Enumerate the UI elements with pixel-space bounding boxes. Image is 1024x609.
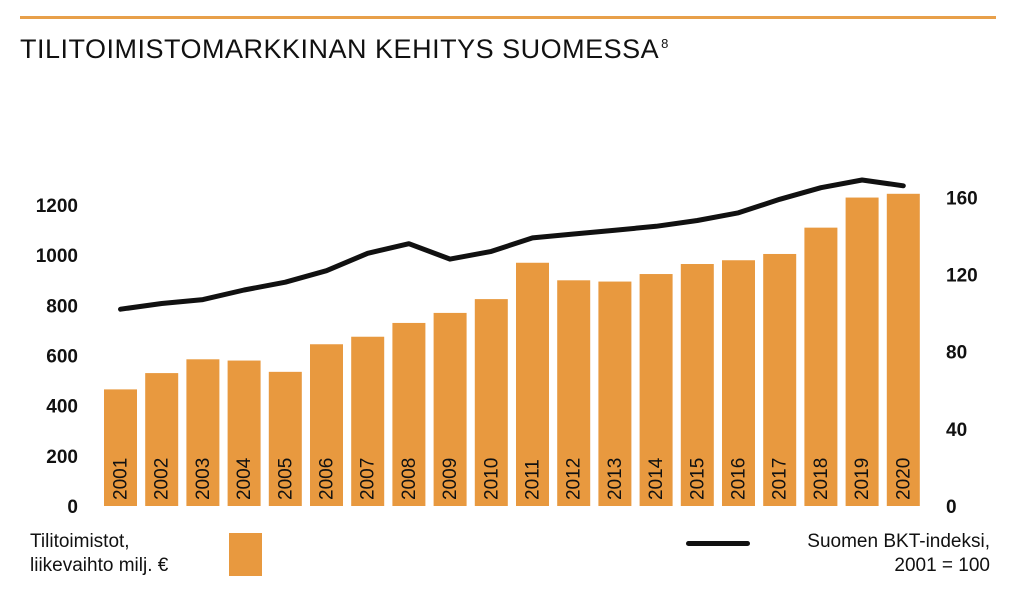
bar-year-label: 2020 [893,458,914,500]
bar-year-label: 2010 [481,458,502,500]
bar-year-label: 2009 [440,458,461,500]
bar [680,264,714,506]
left-tick-label: 1200 [36,196,78,217]
bar-year-label: 2001 [111,458,132,500]
gdp-index-line [118,177,906,312]
bar-year-label: 2002 [152,458,173,500]
bar-series: 2001 2002 2003 2004 2005 2006 2007 2008 2009 2010… [104,193,920,507]
bar-year-label: 2014 [646,457,667,500]
title-footnote: 8 [661,36,669,51]
legend-line-label-line2: 2001 = 100 [894,555,990,576]
bar [186,359,220,506]
bar [227,360,261,506]
bar [104,389,137,506]
bar-year-label: 2017 [770,458,791,500]
bar-year-label: 2013 [605,458,626,500]
bar-year-label: 2004 [234,457,255,500]
right-tick-label: 80 [946,343,967,364]
bar [310,344,343,506]
bar [145,373,179,506]
bar-year-label: 2018 [811,458,832,500]
title-text: TILITOIMISTOMARKKINAN KEHITYS SUOMESSA [20,34,660,64]
bar [557,280,591,506]
right-axis-ticks: 0 40 80 120 160 [946,188,978,518]
bar-year-label: 2011 [523,459,544,500]
legend-line-label: Suomen BKT-indeksi, 2001 = 100 [807,530,990,578]
bar-year-label: 2015 [687,458,708,500]
page-title: TILITOIMISTOMARKKINAN KEHITYS SUOMESSA 8 [20,34,669,65]
legend-bars-label-line1: Tilitoimistot, [30,531,130,552]
left-tick-label: 600 [46,347,78,368]
left-axis-ticks: 0 200 400 600 800 1000 1200 [36,196,78,518]
bar-year-label: 2012 [564,458,585,500]
left-tick-label: 1000 [36,246,78,267]
bar [433,312,467,506]
legend-bars-label-line2: liikevaihto milj. € [30,555,169,576]
bar-year-label: 2005 [275,458,296,500]
bar [763,253,797,506]
left-tick-label: 200 [46,447,78,468]
bar-year-label: 2008 [399,458,420,500]
bar-year-label: 2006 [317,458,338,500]
bar-year-label: 2007 [358,458,379,500]
right-tick-label: 120 [946,266,978,287]
line-series [118,177,906,312]
legend-line-swatch [686,541,750,546]
right-tick-label: 0 [946,497,957,518]
legend-line-label-line1: Suomen BKT-indeksi, [807,531,990,552]
bar [845,197,879,507]
legend-bars-swatch [229,533,262,576]
legend-bars-label: Tilitoimistot, liikevaihto milj. € [30,530,168,578]
bar [351,336,385,506]
bar [474,299,508,506]
bar [639,274,673,506]
bar [886,193,920,507]
bar [392,322,426,506]
bar [598,281,632,506]
top-rule [20,16,996,19]
left-tick-label: 400 [46,397,78,418]
right-tick-label: 40 [946,420,967,441]
bar [722,260,755,506]
right-tick-label: 160 [946,188,978,209]
bar-year-label: 2019 [852,458,873,500]
bar-year-label: 2016 [729,458,750,500]
left-tick-label: 800 [46,296,78,317]
left-tick-label: 0 [67,497,78,518]
bar [804,227,838,506]
bar-year-label: 2003 [193,458,214,500]
bar [516,262,549,506]
bar [268,371,302,506]
